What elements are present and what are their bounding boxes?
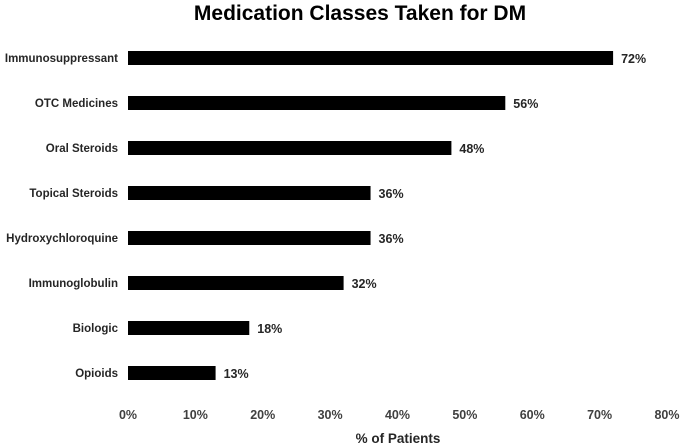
bar-biologic — [128, 321, 250, 335]
category-label-immunoglobulin: Immunoglobulin — [29, 278, 118, 290]
x-tick-label-30: 30% — [318, 408, 343, 422]
bar-immunoglobulin — [128, 276, 344, 290]
chart-title: Medication Classes Taken for DM — [194, 2, 526, 25]
category-label-biologic: Biologic — [73, 323, 119, 335]
category-label-opioids: Opioids — [75, 368, 118, 380]
x-axis-ticks: 0% 10% 20% 30% 40% 50% 60% 70% 80% — [119, 408, 680, 422]
data-label-topical-steroids: 36% — [379, 187, 404, 201]
data-label-oral-steroids: 48% — [459, 142, 484, 156]
data-label-biologic: 18% — [257, 322, 282, 336]
x-tick-label-40: 40% — [385, 408, 410, 422]
category-label-otc-medicines: OTC Medicines — [35, 98, 118, 110]
category-labels: Immunosuppressant OTC Medicines Oral Stero… — [5, 53, 119, 380]
data-labels: 72% 56% 48% 36% 36% 32% 18% 13% — [224, 52, 647, 381]
x-tick-label-20: 20% — [250, 408, 275, 422]
category-label-topical-steroids: Topical Steroids — [29, 188, 118, 200]
category-label-immunosuppressant: Immunosuppressant — [5, 53, 118, 65]
data-label-immunosuppressant: 72% — [621, 52, 646, 66]
x-tick-label-50: 50% — [452, 408, 477, 422]
data-label-opioids: 13% — [224, 367, 249, 381]
data-label-hydroxychloroquine: 36% — [379, 232, 404, 246]
bar-oral-steroids — [128, 141, 452, 155]
x-tick-label-60: 60% — [520, 408, 545, 422]
x-tick-label-10: 10% — [183, 408, 208, 422]
bar-immunosuppressant — [128, 51, 614, 65]
x-axis-title: % of Patients — [356, 431, 441, 446]
x-tick-label-70: 70% — [587, 408, 612, 422]
category-label-hydroxychloroquine: Hydroxychloroquine — [6, 233, 118, 245]
x-tick-label-80: 80% — [654, 408, 679, 422]
x-tick-label-0: 0% — [119, 408, 137, 422]
data-label-immunoglobulin: 32% — [352, 277, 377, 291]
bar-opioids — [128, 366, 216, 380]
category-label-oral-steroids: Oral Steroids — [46, 143, 118, 155]
data-label-otc-medicines: 56% — [513, 97, 538, 111]
bar-topical-steroids — [128, 186, 371, 200]
bars-layer — [128, 51, 614, 380]
bar-hydroxychloroquine — [128, 231, 371, 245]
bar-otc-medicines — [128, 96, 506, 110]
